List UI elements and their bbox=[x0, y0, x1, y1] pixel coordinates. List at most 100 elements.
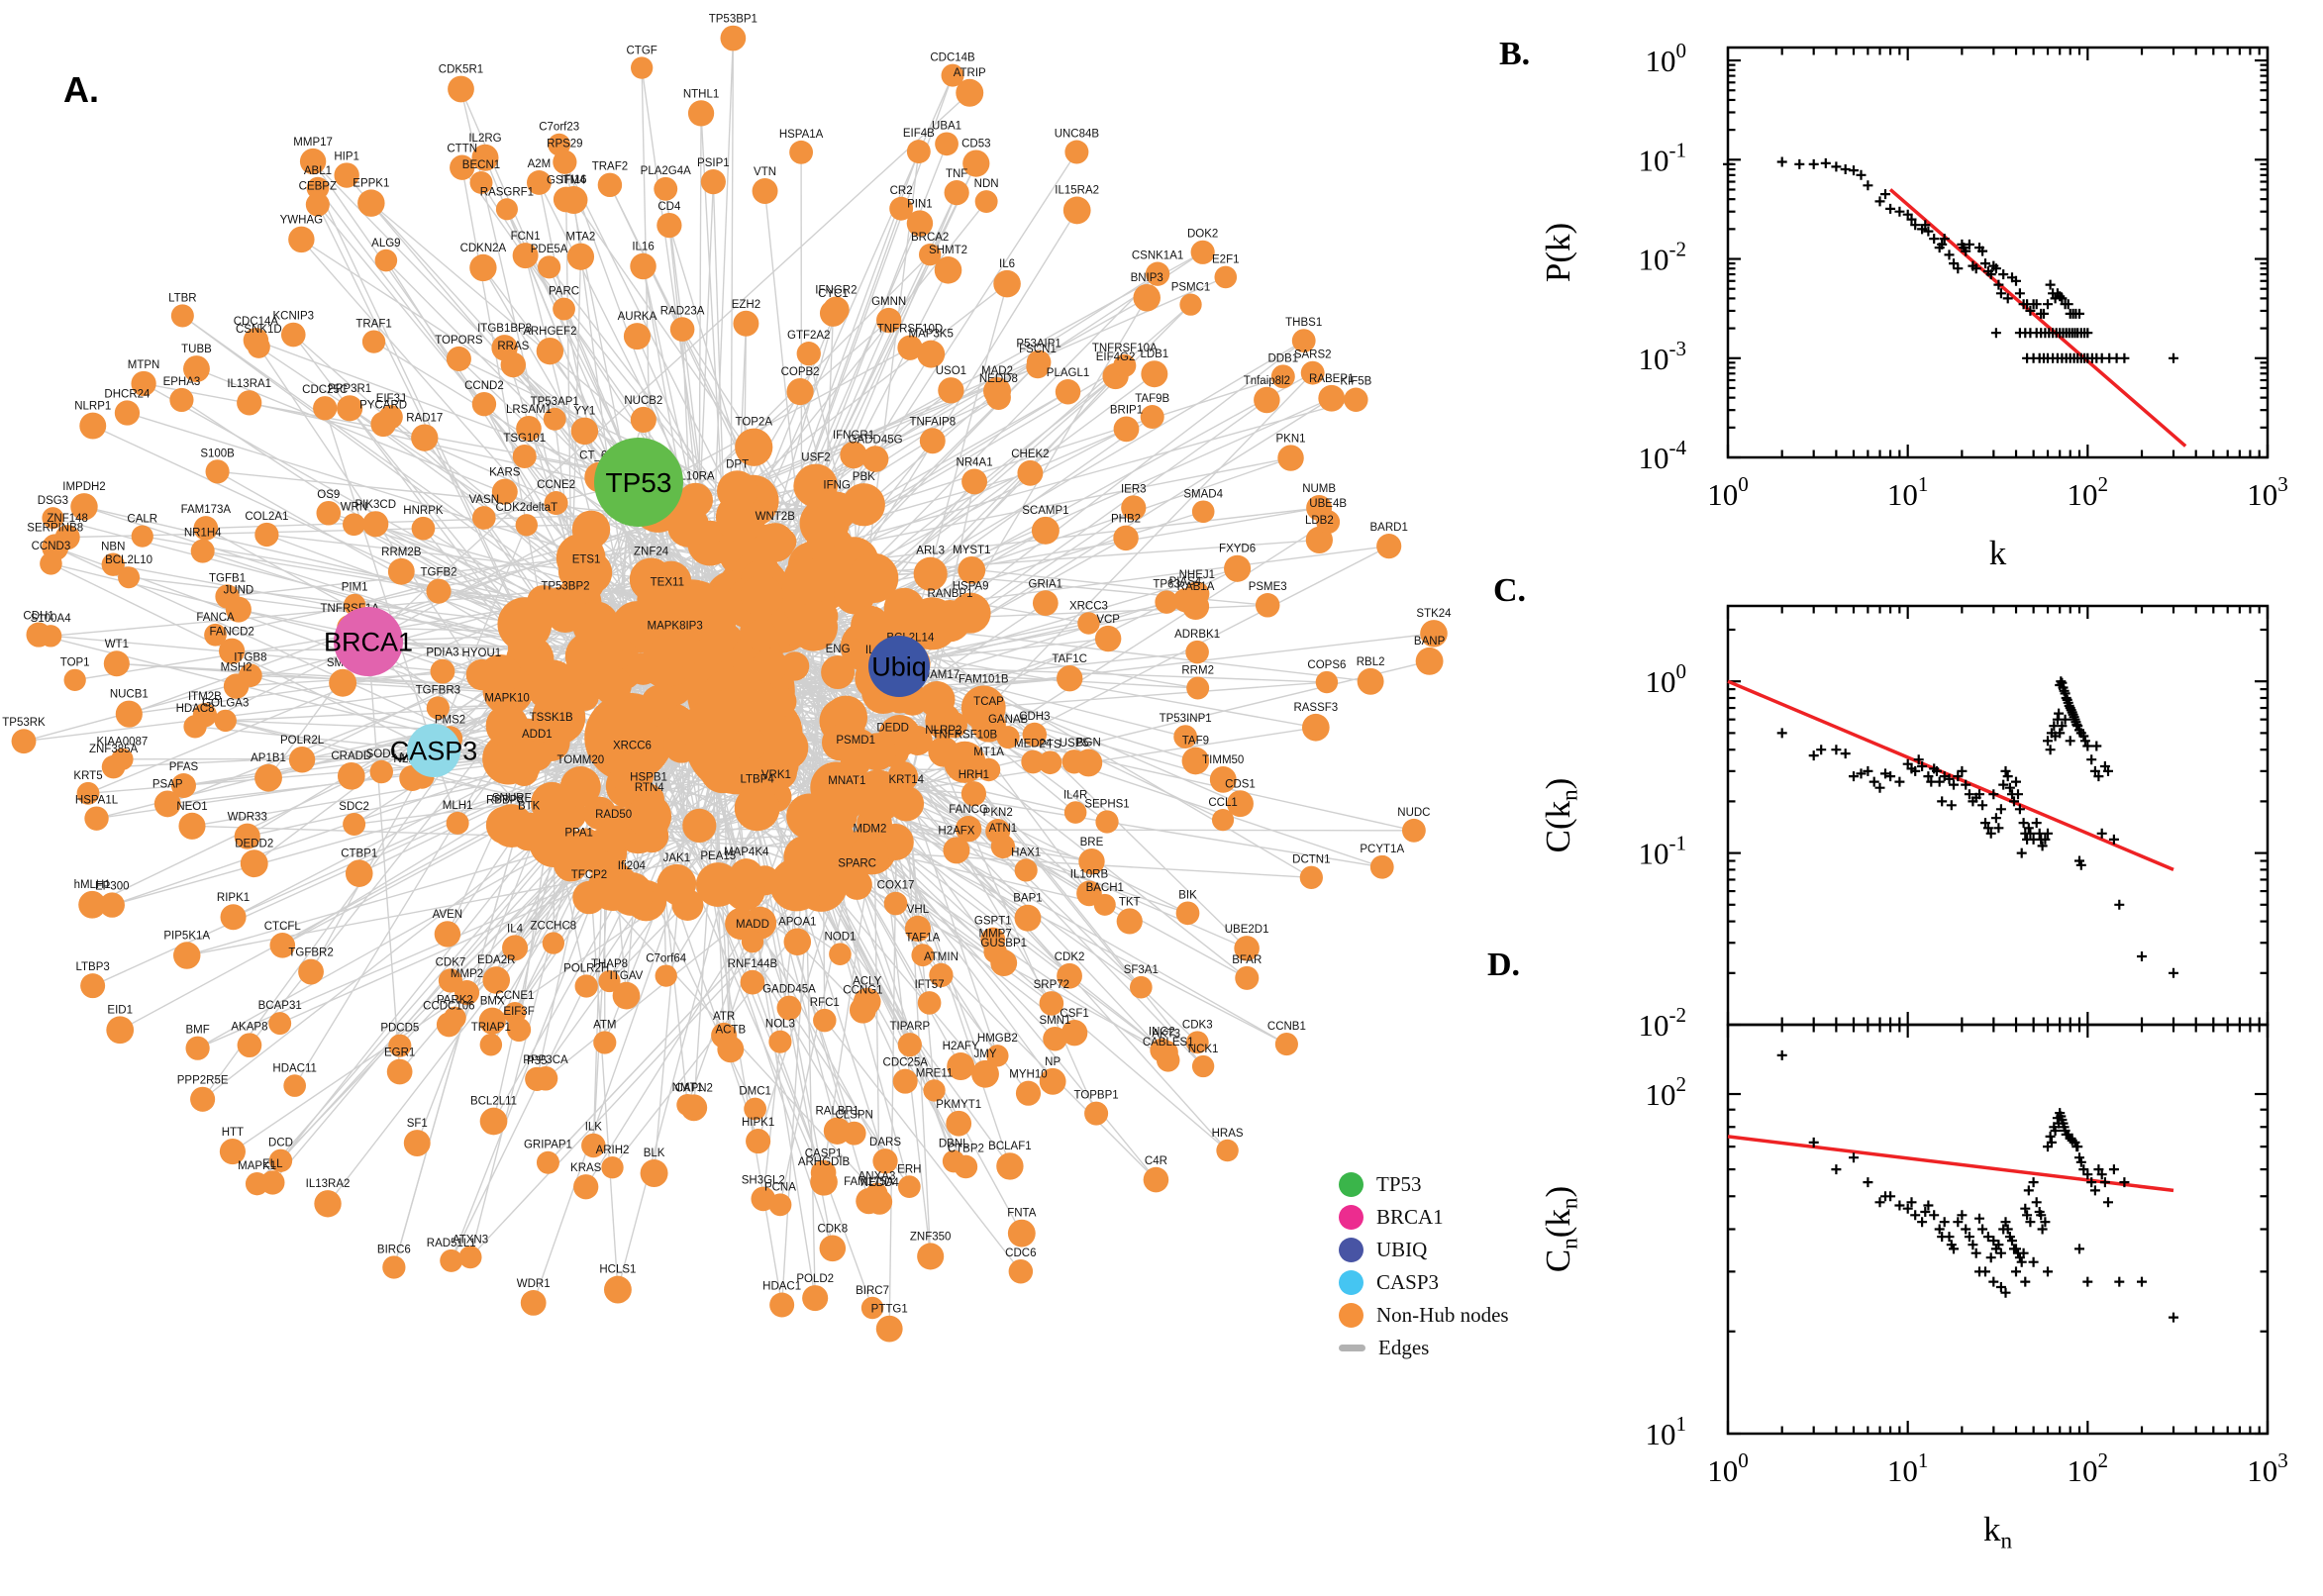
network-node bbox=[103, 650, 130, 677]
network-node-label: XRCC3 bbox=[1069, 600, 1108, 612]
network-node-label: EIF4B bbox=[903, 128, 935, 140]
network-node bbox=[465, 658, 498, 691]
network-node-label: CAPN2 bbox=[675, 1082, 713, 1094]
network-node-label: YY1 bbox=[574, 406, 596, 418]
network-node-label: ETS1 bbox=[572, 554, 601, 566]
network-node-label: HDAC1 bbox=[762, 1281, 801, 1293]
network-node-label: MRE11 bbox=[916, 1067, 954, 1079]
network-node-label: VTN bbox=[754, 166, 776, 178]
network-node bbox=[533, 1065, 558, 1091]
network-node bbox=[1140, 405, 1164, 430]
network-node bbox=[101, 552, 125, 576]
network-node-label: POLD2 bbox=[796, 1273, 834, 1285]
network-node-label: SMAD4 bbox=[1183, 488, 1223, 500]
network-node bbox=[169, 387, 194, 413]
network-node bbox=[170, 304, 194, 328]
network-node bbox=[732, 727, 767, 762]
network-node bbox=[929, 962, 954, 988]
network-node-label: MDM2 bbox=[854, 824, 887, 836]
network-node-label: CDS1 bbox=[1225, 778, 1256, 790]
network-node bbox=[941, 63, 964, 87]
network-node-label: BRCA2 bbox=[911, 232, 949, 244]
legend-item-casp3: CASP3 bbox=[1339, 1266, 1509, 1299]
scatter-points bbox=[1723, 156, 2178, 363]
axis-tick-label: 102 bbox=[2068, 472, 2109, 512]
network-node-label: BCAP31 bbox=[258, 1000, 302, 1012]
network-edge bbox=[660, 790, 686, 842]
network-node bbox=[446, 811, 469, 835]
network-node bbox=[245, 1171, 269, 1196]
network-node-label: SERPINB8 bbox=[27, 522, 83, 534]
network-node bbox=[1121, 495, 1147, 521]
network-node-label: NEO1 bbox=[176, 801, 207, 813]
network-node bbox=[411, 516, 436, 541]
network-node bbox=[842, 869, 872, 900]
network-node bbox=[1376, 534, 1402, 559]
axis-tick-label: 103 bbox=[2247, 1448, 2288, 1488]
network-edge bbox=[181, 315, 572, 594]
network-node-label: IL4 bbox=[507, 923, 524, 935]
network-node-label: HIP1 bbox=[334, 150, 359, 162]
network-edge bbox=[367, 92, 970, 643]
network-node-label: HYOU1 bbox=[462, 648, 502, 659]
network-node bbox=[329, 668, 357, 697]
network-node bbox=[448, 75, 474, 103]
network-node bbox=[1055, 379, 1081, 405]
network-node bbox=[918, 681, 956, 718]
network-node-label: CTBP2 bbox=[948, 1144, 984, 1155]
network-node-label: CCNE1 bbox=[495, 990, 534, 1002]
network-node-label: MMP17 bbox=[293, 137, 333, 149]
network-node bbox=[170, 772, 196, 799]
network-node bbox=[943, 837, 970, 864]
network-node bbox=[1211, 809, 1235, 832]
network-node bbox=[192, 703, 218, 728]
brca1-swatch-icon bbox=[1339, 1205, 1364, 1230]
network-node bbox=[1315, 670, 1339, 694]
network-node bbox=[821, 655, 856, 689]
network-node-label: CDK7 bbox=[436, 956, 466, 968]
network-node bbox=[84, 806, 109, 831]
core-circle bbox=[789, 602, 839, 651]
network-node-label: WRN bbox=[341, 501, 367, 513]
network-node-label: TOP1 bbox=[60, 657, 90, 669]
network-node-label: RNF144B bbox=[728, 958, 778, 970]
network-node-label: PMS2 bbox=[435, 714, 465, 726]
network-node-label: TAF1A bbox=[905, 932, 940, 944]
core-circle bbox=[497, 597, 553, 651]
network-node bbox=[830, 786, 864, 821]
network-node bbox=[938, 377, 964, 404]
network-node bbox=[793, 463, 838, 508]
network-node bbox=[237, 1033, 262, 1058]
network-node bbox=[438, 968, 463, 993]
network-node bbox=[1143, 1166, 1169, 1193]
network-node bbox=[604, 1275, 632, 1304]
network-node-label: NDN bbox=[974, 178, 999, 190]
network-node-label: HTT bbox=[222, 1127, 244, 1139]
network-node-label: EP300 bbox=[95, 880, 130, 892]
network-node bbox=[669, 317, 695, 342]
network-node bbox=[1156, 1048, 1180, 1072]
network-node-label: DCD bbox=[268, 1138, 293, 1149]
network-node-label: ATRIP bbox=[954, 67, 986, 79]
network-node-label: IL10RB bbox=[1070, 869, 1109, 881]
network-node-label: TNFAIP8 bbox=[909, 416, 956, 428]
network-edge bbox=[697, 738, 1287, 1046]
network-node-label: NLRP2 bbox=[925, 725, 961, 737]
network-node-label: BIRC7 bbox=[856, 1285, 889, 1297]
network-node-label: ZNF350 bbox=[910, 1231, 952, 1243]
network-node bbox=[741, 931, 764, 953]
axis-tick-label: 10-4 bbox=[1638, 436, 1686, 475]
network-node-label: TP53INP1 bbox=[1160, 713, 1212, 725]
network-node-label: ARIH2 bbox=[596, 1145, 630, 1156]
network-node bbox=[1172, 588, 1197, 613]
network-node-label: MAD2 bbox=[981, 365, 1013, 377]
core-circle bbox=[752, 648, 788, 683]
network-node-label: CDC14B bbox=[930, 52, 975, 64]
network-node-label: HDAC11 bbox=[272, 1062, 317, 1074]
network-node-label: TAF9B bbox=[1135, 393, 1169, 405]
network-node-label: IFNGR2 bbox=[815, 284, 857, 296]
network-node bbox=[1209, 765, 1237, 793]
network-node bbox=[946, 1110, 972, 1137]
network-node bbox=[357, 189, 385, 217]
network-node-label: MMP7 bbox=[978, 929, 1011, 941]
